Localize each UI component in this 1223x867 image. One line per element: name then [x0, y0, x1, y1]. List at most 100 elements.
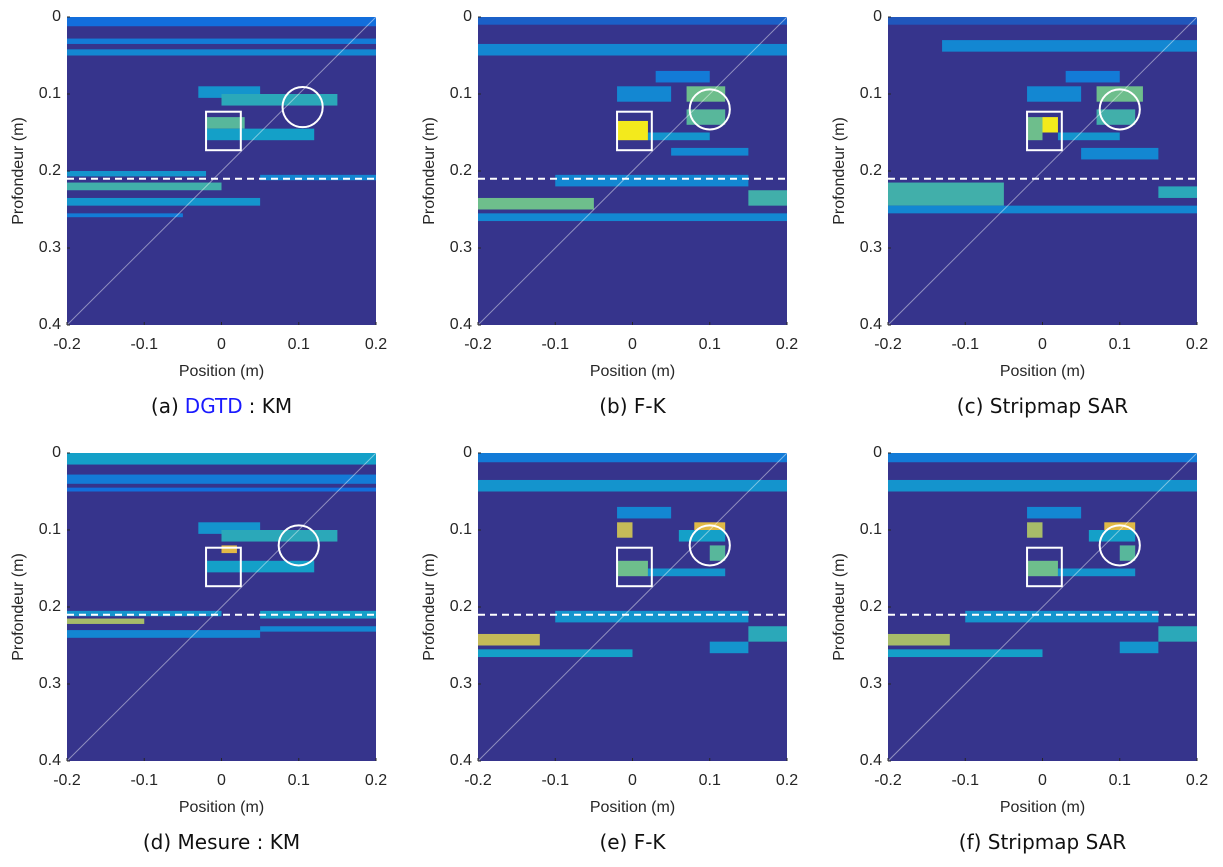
- plot-area: [888, 453, 1197, 761]
- plot-area: [478, 453, 787, 761]
- caption: (c) Stripmap SAR: [957, 394, 1129, 418]
- x-tick-label: -0.2: [874, 336, 902, 353]
- panel: -0.2 -0.1 0 0.1 0.2 0 0.1 0.2 0.3 0.4 Position (m)…: [10, 8, 387, 418]
- x-tick-label: -0.2: [464, 336, 492, 353]
- y-tick-label: 0.1: [39, 85, 61, 102]
- y-tick-label: 0: [52, 8, 61, 25]
- caption: (d) Mesure : KM: [143, 830, 300, 854]
- heat-cell: [221, 94, 338, 106]
- x-tick-label: 0.1: [288, 336, 310, 353]
- caption-text: (c) Stripmap SAR: [957, 394, 1129, 418]
- annotation-circle: [688, 88, 731, 131]
- x-tick-label: -0.1: [951, 772, 979, 789]
- heat-cell: [67, 610, 222, 617]
- x-tick-label: -0.2: [874, 772, 902, 789]
- y-tick-label: 0.2: [450, 162, 472, 179]
- plot-background: [67, 453, 376, 761]
- heat-cell: [1088, 530, 1136, 542]
- x-tick-label: 0.2: [776, 336, 798, 353]
- annotation-circle: [688, 524, 731, 567]
- y-tick-label: 0.2: [860, 162, 882, 179]
- heat-cell: [1057, 568, 1136, 577]
- y-tick-label: 0.4: [450, 752, 472, 769]
- heat-cell: [221, 545, 237, 554]
- heat-cell: [748, 626, 787, 642]
- y-tick-label: 0.1: [860, 521, 882, 538]
- heat-cell: [260, 626, 376, 632]
- heat-cell: [888, 649, 1043, 658]
- heat-cell: [555, 174, 749, 187]
- heat-cell: [67, 38, 376, 44]
- caption: (a) DGTD: KM: [151, 394, 292, 418]
- y-tick-label: 0: [873, 8, 882, 25]
- y-tick-label: 0.2: [39, 598, 61, 615]
- caption: (b) F-K: [599, 394, 666, 418]
- heat-cell: [478, 17, 787, 25]
- y-tick-label: 0.4: [450, 316, 472, 333]
- y-tick-label: 0.4: [39, 316, 61, 333]
- heat-cell: [67, 49, 376, 56]
- caption-suffix: : KM: [249, 394, 292, 418]
- x-axis-label: Position (m): [1000, 799, 1085, 816]
- panel: -0.2 -0.1 0 0.1 0.2 0 0.1 0.2 0.3 0.4 Position (m)…: [831, 8, 1208, 418]
- heat-cell: [617, 560, 648, 577]
- heat-cell: [647, 568, 726, 577]
- heat-cell: [1119, 641, 1159, 654]
- heat-cell: [888, 453, 1197, 463]
- x-axis-label: Position (m): [179, 363, 264, 380]
- x-axis-label: Position (m): [590, 363, 675, 380]
- heat-cell: [478, 43, 787, 56]
- y-tick-label: 0: [463, 8, 472, 25]
- annotation-circle: [277, 524, 320, 567]
- annotation-box: [1026, 110, 1063, 152]
- heat-cell: [1065, 70, 1120, 83]
- heat-cell: [686, 109, 726, 125]
- y-tick-label: 0.4: [39, 752, 61, 769]
- x-tick-label: -0.2: [464, 772, 492, 789]
- plot-area: [67, 453, 376, 761]
- heat-cell: [888, 633, 950, 646]
- heat-cell: [1096, 86, 1143, 102]
- x-axis-label: Position (m): [179, 799, 264, 816]
- x-tick-label: 0.1: [699, 336, 721, 353]
- heat-cell: [617, 120, 648, 141]
- x-tick-label: 0.2: [365, 772, 387, 789]
- annotation-box: [1026, 546, 1063, 588]
- y-tick-label: 0.1: [450, 85, 472, 102]
- heat-cell: [67, 182, 222, 191]
- annotation-box: [205, 546, 242, 588]
- diagonal: [67, 453, 376, 761]
- heat-cell: [748, 190, 787, 206]
- plot-area: [67, 17, 376, 325]
- heat-cell: [1027, 560, 1058, 577]
- plot-background: [478, 453, 787, 761]
- heat-cell: [67, 213, 183, 218]
- heat-cell: [1096, 109, 1136, 125]
- heat-cell: [888, 17, 1197, 25]
- y-axis-label: Profondeur (m): [10, 553, 27, 661]
- y-tick-label: 0: [463, 444, 472, 461]
- x-tick-label: -0.2: [53, 772, 81, 789]
- plot-background: [888, 17, 1197, 325]
- heat-cell: [1119, 545, 1136, 561]
- heat-cell: [198, 86, 261, 98]
- panel: -0.2 -0.1 0 0.1 0.2 0 0.1 0.2 0.3 0.4 Position (m)…: [10, 444, 387, 854]
- heat-cell: [617, 506, 672, 519]
- y-tick-label: 0.4: [860, 316, 882, 333]
- caption-text: (d) Mesure : KM: [143, 830, 300, 854]
- heat-cell: [888, 205, 1197, 214]
- heat-cell: [655, 70, 710, 83]
- x-axis-label: Position (m): [1000, 363, 1085, 380]
- y-tick-label: 0.3: [39, 675, 61, 692]
- caption: (f) Stripmap SAR: [959, 830, 1127, 854]
- heat-cell: [478, 633, 540, 646]
- caption-text: (e) F-K: [599, 830, 666, 854]
- x-tick-label: 0.1: [1109, 336, 1131, 353]
- heat-cell: [478, 197, 594, 210]
- x-tick-label: 0: [1038, 336, 1047, 353]
- heat-cell: [206, 117, 245, 129]
- y-tick-label: 0.1: [450, 521, 472, 538]
- diagonal: [478, 17, 787, 325]
- heat-cell: [671, 147, 749, 156]
